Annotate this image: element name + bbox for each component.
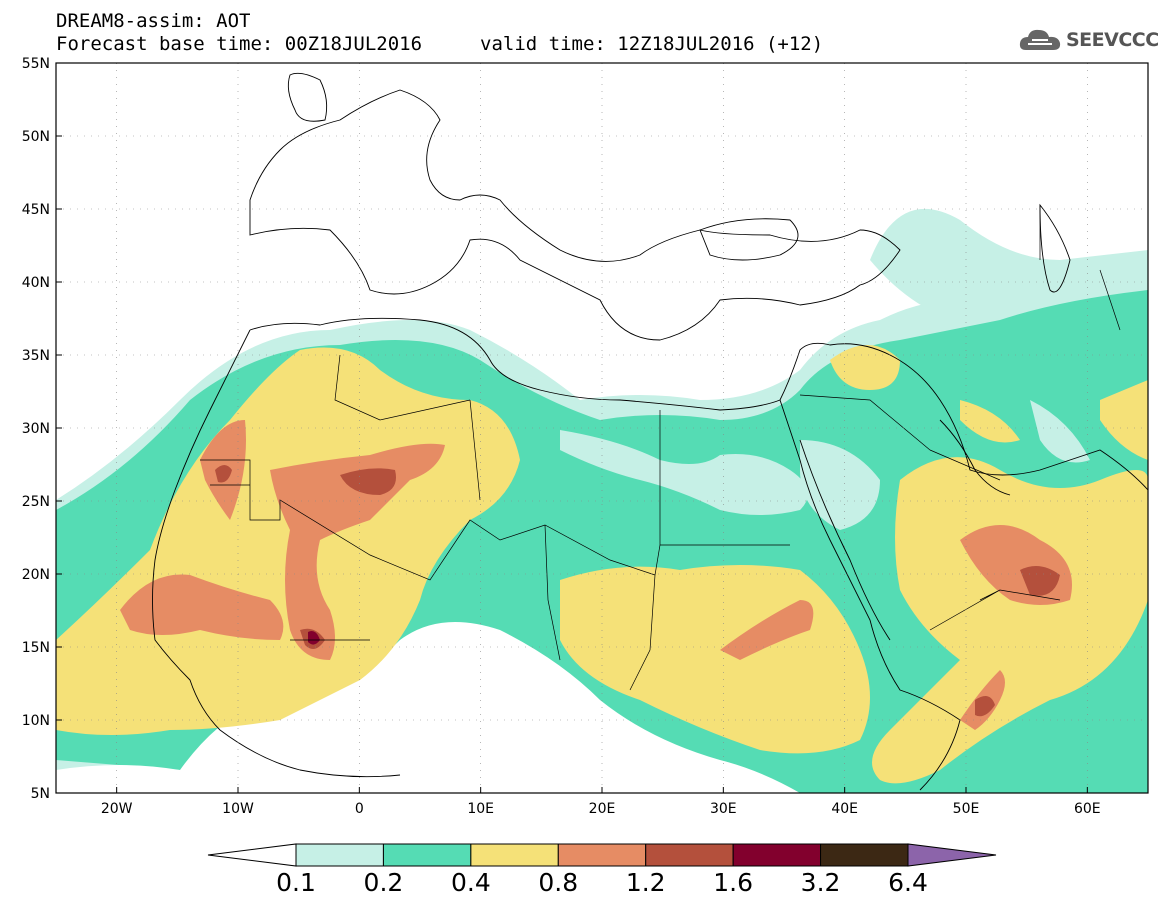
lon-tick-label: 30E [710, 801, 737, 817]
lat-tick-label: 25N [22, 494, 50, 510]
lat-tick-label: 45N [22, 202, 50, 218]
latitude-axis: 55N 50N 45N 40N 35N 30N 25N 20N 15N 10N 5N [22, 56, 62, 802]
colorbar-segment [470, 843, 559, 867]
uk-coastline [287, 72, 328, 122]
colorbar-tick-label: 0.4 [450, 868, 491, 897]
colorbar-segment [557, 843, 647, 867]
colorbar-under-arrow [207, 843, 297, 867]
gridlines [56, 63, 1148, 793]
colorbar-tick-label: 0.8 [538, 868, 579, 897]
lat-tick-label: 35N [22, 348, 50, 364]
lat-tick-label: 5N [31, 786, 50, 802]
west-africa-coastline [152, 329, 401, 778]
colorbar-segment [732, 843, 822, 867]
colorbar-tick-label: 0.1 [276, 868, 316, 897]
persian-gulf [939, 419, 1011, 496]
lat-tick-label: 20N [22, 567, 50, 583]
black-sea [699, 218, 799, 261]
lon-tick-label: 0 [355, 801, 364, 817]
colorbar-segment [645, 843, 734, 867]
aot-band-0.4 [56, 345, 1148, 784]
colorbar-segment [295, 843, 384, 867]
border-lines [200, 205, 1121, 691]
title-base-time: Forecast base time: 00Z18JUL2016 [56, 33, 423, 55]
logo-text: SEEVCCC [1066, 29, 1159, 51]
lon-tick-label: 10E [467, 801, 494, 817]
lat-tick-label: 55N [22, 56, 50, 72]
lon-tick-label: 50E [953, 801, 980, 817]
colorbar-tick-label: 1.6 [713, 868, 754, 897]
lon-tick-label: 60E [1074, 801, 1101, 817]
lat-tick-label: 40N [22, 275, 50, 291]
aot-clear-area [56, 622, 800, 793]
africa-coastline [249, 317, 961, 791]
colorbar-tick-label: 6.4 [888, 868, 928, 897]
colorbar [207, 843, 997, 867]
lon-tick-label: 40E [831, 801, 858, 817]
colorbar-over-arrow [907, 843, 997, 867]
cloud-icon [1019, 29, 1061, 50]
title-valid-time: valid time: 12Z18JUL2016 (+12) [480, 33, 824, 55]
colorbar-segment [382, 843, 472, 867]
aot-light-area [560, 400, 1090, 530]
colorbar-tick-label: 3.2 [800, 868, 841, 897]
title-product: DREAM8-assim: AOT [56, 10, 251, 32]
europe-coastline [249, 89, 901, 341]
lon-tick-label: 20W [101, 801, 133, 817]
caspian-sea [1039, 203, 1071, 293]
colorbar-tick-label: 1.2 [625, 868, 666, 897]
lat-tick-label: 15N [22, 640, 50, 656]
aot-band-1.6 [308, 631, 320, 645]
lon-tick-label: 20E [589, 801, 616, 817]
colorbar-tick-label: 0.2 [363, 868, 404, 897]
aot-band-0.8 [120, 420, 1072, 730]
arabia-coastline [779, 342, 1148, 491]
longitude-axis: 20W 10W 0 10E 20E 30E 40E 50E 60E [101, 787, 1101, 817]
colorbar-segment [820, 843, 909, 867]
coastlines-borders [152, 72, 1148, 791]
lon-tick-label: 10W [222, 801, 254, 817]
red-sea [799, 439, 891, 641]
seevccc-logo: SEEVCCC [1018, 24, 1159, 56]
lat-tick-label: 10N [22, 713, 50, 729]
lat-tick-label: 50N [22, 129, 50, 145]
lat-tick-label: 30N [22, 421, 50, 437]
